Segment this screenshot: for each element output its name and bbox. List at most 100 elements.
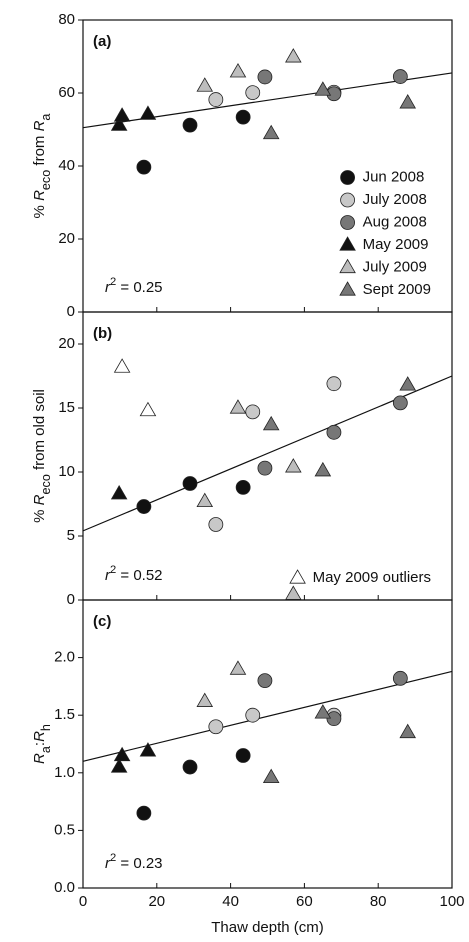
y-tick-label: 1.0	[54, 764, 75, 781]
circle-point	[208, 517, 224, 532]
fit-line	[82, 670, 453, 762]
triangle-point	[285, 585, 302, 600]
legend-label: July 2008	[363, 191, 427, 208]
y-tick-label: 40	[58, 157, 75, 174]
text-part: eco	[39, 170, 53, 190]
y-tick-label: 10	[58, 463, 75, 480]
y-tick-label: 5	[67, 527, 75, 544]
plot-frame	[82, 311, 453, 601]
legend-marker	[340, 192, 355, 208]
text-part: from old soil	[31, 389, 48, 474]
circle-point	[326, 424, 342, 440]
triangle-point	[229, 63, 247, 78]
y-axis-label: % Reco from Ra	[31, 114, 53, 219]
triangle-point	[399, 723, 417, 739]
annotation: r2 = 0.23	[105, 852, 163, 872]
x-axis-label: Thaw depth (cm)	[211, 919, 324, 936]
triangle-point	[196, 692, 214, 707]
x-tick-label: 80	[370, 893, 387, 910]
circle-point	[136, 805, 152, 821]
text-part: a	[39, 114, 53, 121]
y-tick-label: 0	[67, 591, 75, 608]
circle-point	[392, 670, 408, 686]
triangle-point	[262, 124, 280, 140]
text-part: = 0.25	[116, 279, 162, 296]
y-tick-label: 2.0	[54, 649, 75, 666]
circle-point	[245, 707, 261, 723]
circle-point	[208, 92, 224, 107]
legend-label: Aug 2008	[363, 213, 427, 230]
plot-frame	[82, 599, 453, 889]
text-part: r	[105, 279, 111, 296]
triangle-point	[285, 48, 302, 63]
text-part: R	[31, 494, 48, 505]
circle-point	[326, 376, 342, 392]
y-tick-label: 60	[58, 84, 75, 101]
y-tick-label: 0	[67, 303, 75, 320]
text-part: %	[31, 505, 48, 523]
circle-point	[235, 479, 251, 495]
circle-point	[257, 460, 273, 476]
circle-point	[136, 499, 152, 514]
triangle-point	[285, 458, 302, 473]
y-axis-label: Ra:Rh	[31, 724, 53, 764]
text-part: R	[31, 120, 48, 131]
legend-marker	[339, 258, 356, 274]
triangle-point	[196, 77, 214, 92]
circle-point	[182, 117, 198, 133]
y-tick-label: 20	[58, 335, 75, 352]
text-part: R	[31, 731, 48, 742]
triangle-point	[314, 81, 332, 96]
triangle-point	[110, 758, 128, 773]
triangle-point	[262, 415, 280, 431]
triangle-point	[314, 461, 332, 477]
annotation: r2 = 0.25	[105, 276, 163, 296]
legend-marker	[340, 170, 355, 185]
panel-label: (a)	[93, 33, 111, 50]
triangle-point	[139, 105, 157, 120]
circle-point	[235, 109, 251, 125]
triangle-point	[229, 399, 247, 414]
text-part: from	[31, 131, 48, 169]
y-tick-label: 0.5	[54, 821, 75, 838]
triangle-point	[399, 376, 417, 391]
y-tick-label: 20	[58, 230, 75, 247]
text-part: r	[105, 567, 111, 584]
triangle-point	[113, 358, 131, 373]
text-part: eco	[39, 474, 53, 494]
y-tick-label: 1.5	[54, 706, 75, 723]
x-tick-label: 0	[79, 893, 87, 910]
panel-label: (c)	[93, 613, 111, 630]
circle-point	[208, 719, 224, 735]
triangle-point	[196, 492, 214, 508]
triangle-point	[229, 660, 247, 675]
text-part: 2	[110, 276, 116, 288]
circle-point	[257, 673, 273, 689]
legend-marker	[339, 281, 356, 296]
circle-point	[245, 404, 261, 420]
triangle-point	[113, 107, 131, 122]
legend-label: Jun 2008	[363, 168, 425, 185]
legend-marker	[289, 569, 306, 584]
annotation: r2 = 0.52	[105, 564, 163, 584]
text-part: 2	[110, 564, 116, 576]
text-part: = 0.52	[116, 567, 162, 584]
circle-point	[182, 759, 198, 775]
triangle-point	[110, 116, 128, 131]
triangle-point	[314, 704, 332, 719]
triangle-point	[110, 484, 128, 500]
y-axis-label: % Reco from old soil	[31, 389, 53, 523]
text-part: a	[39, 746, 53, 753]
circle-point	[392, 69, 408, 84]
text-part: h	[39, 724, 53, 731]
x-tick-label: 20	[148, 893, 165, 910]
y-tick-label: 15	[58, 399, 75, 416]
legend-label: May 2009 outliers	[313, 569, 431, 586]
circle-point	[392, 395, 408, 411]
text-part: = 0.23	[116, 855, 162, 872]
x-tick-label: 40	[222, 893, 239, 910]
x-tick-label: 100	[439, 893, 464, 910]
legend-label: July 2009	[363, 258, 427, 275]
y-tick-label: 80	[58, 11, 75, 28]
text-part: r	[105, 855, 111, 872]
